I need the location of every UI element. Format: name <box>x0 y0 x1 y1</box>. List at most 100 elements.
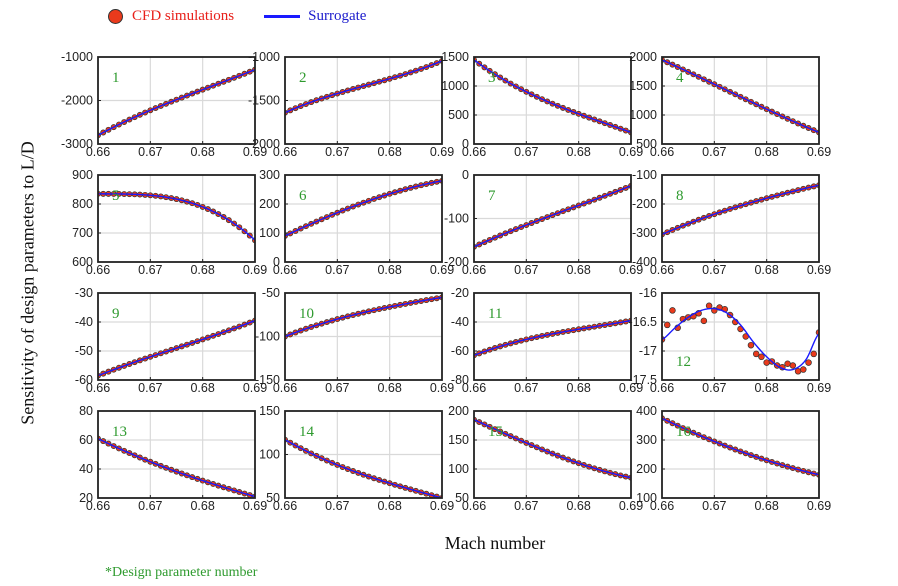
panel-frame <box>284 56 443 145</box>
cfd-point <box>789 362 797 369</box>
y-tick-label: 700 <box>72 226 93 240</box>
y-tick-label: 1000 <box>441 79 469 93</box>
y-tick-label: -16 <box>639 286 657 300</box>
panel-background <box>98 411 255 498</box>
y-tick-label: 1000 <box>629 108 657 122</box>
x-tick-label: 0.66 <box>86 145 110 159</box>
y-tick-label: 400 <box>636 404 657 418</box>
panel-number: 16 <box>676 424 692 440</box>
y-tick-label: 0 <box>462 168 469 182</box>
x-tick-label: 0.67 <box>325 499 349 513</box>
panel-frame <box>661 174 820 263</box>
x-tick-label: 0.67 <box>514 381 538 395</box>
panel-3: 0.66 0.67 0.68 0.69 0 500 1000 1500 3 <box>441 50 643 159</box>
y-tick-label: -2000 <box>248 137 280 151</box>
x-tick-label: 0.69 <box>619 499 643 513</box>
y-tick-label: 100 <box>259 448 280 462</box>
y-tick-label: 0 <box>462 137 469 151</box>
y-tick-label: 100 <box>636 491 657 505</box>
y-tick-label: 150 <box>259 404 280 418</box>
x-tick-label: 0.67 <box>138 263 162 277</box>
x-tick-label: 0.68 <box>190 381 214 395</box>
x-tick-label: 0.66 <box>86 499 110 513</box>
y-tick-label: 2000 <box>629 50 657 64</box>
y-tick-label: 60 <box>79 433 93 447</box>
legend: CFD simulations Surrogate <box>108 4 396 28</box>
cfd-point <box>810 350 818 358</box>
y-tick-label: 1500 <box>441 50 469 64</box>
panel-number: 5 <box>112 188 120 204</box>
panel-8: 0.66 0.67 0.68 0.69 -400 -300 -200 -100 8 <box>632 168 831 277</box>
x-tick-label: 0.66 <box>86 381 110 395</box>
x-tick-label: 0.66 <box>650 145 674 159</box>
x-tick-label: 0.66 <box>273 499 297 513</box>
x-tick-label: 0.66 <box>273 263 297 277</box>
panel-number: 9 <box>112 306 120 322</box>
surrogate-line-icon <box>264 14 301 18</box>
y-tick-label: 80 <box>79 404 93 418</box>
y-tick-label: -100 <box>444 212 469 226</box>
panel-number: 2 <box>299 70 307 86</box>
x-tick-label: 0.69 <box>430 263 454 277</box>
panel-5: 0.66 0.67 0.68 0.69 600 700 800 900 5 <box>72 168 267 277</box>
x-tick-label: 0.69 <box>243 499 267 513</box>
panel-number: 3 <box>488 70 496 86</box>
y-tick-label: 100 <box>259 226 280 240</box>
x-tick-label: 0.69 <box>430 499 454 513</box>
x-tick-label: 0.67 <box>702 381 726 395</box>
y-tick-label: 200 <box>448 404 469 418</box>
panel-background <box>662 411 819 498</box>
panel-frame <box>661 410 820 499</box>
x-axis-label: Mach number <box>444 533 546 553</box>
legend-label-surrogate: Surrogate <box>308 7 367 24</box>
y-tick-label: -100 <box>255 330 280 344</box>
surrogate-line <box>662 417 819 476</box>
y-tick-label: -400 <box>632 255 657 269</box>
panel-12: 0.66 0.67 0.68 0.69 -17.5 -17 -16.5 -16 12 <box>629 286 832 395</box>
x-tick-label: 0.69 <box>807 263 831 277</box>
panel-data <box>285 294 442 340</box>
panel-number: 15 <box>488 424 503 440</box>
x-tick-label: 0.68 <box>754 145 778 159</box>
panel-number: 11 <box>488 306 502 322</box>
panel-frame <box>473 56 632 145</box>
y-tick-label: -1000 <box>61 50 93 64</box>
x-tick-label: 0.67 <box>138 381 162 395</box>
x-tick-label: 0.68 <box>754 381 778 395</box>
x-tick-label: 0.66 <box>462 381 486 395</box>
panel-frame <box>97 56 256 145</box>
y-tick-label: -100 <box>632 168 657 182</box>
y-tick-label: -3000 <box>61 137 93 151</box>
panel-number: 14 <box>299 424 315 440</box>
y-tick-label: -200 <box>632 197 657 211</box>
y-tick-label: -300 <box>632 226 657 240</box>
cfd-point <box>752 350 760 358</box>
footnote: *Design parameter number <box>105 565 258 580</box>
panel-10: 0.66 0.67 0.68 0.69 -150 -100 -50 10 <box>255 286 454 395</box>
x-tick-label: 0.67 <box>514 145 538 159</box>
x-tick-label: 0.69 <box>619 381 643 395</box>
y-tick-label: 1500 <box>629 79 657 93</box>
panel-frame <box>284 410 443 499</box>
x-tick-label: 0.69 <box>243 381 267 395</box>
x-tick-label: 0.67 <box>325 381 349 395</box>
y-tick-label: 40 <box>79 462 93 476</box>
y-tick-label: 200 <box>259 197 280 211</box>
panel-data <box>98 190 255 244</box>
y-tick-label: 600 <box>72 255 93 269</box>
panel-data <box>98 317 255 379</box>
y-tick-label: -17 <box>639 344 657 358</box>
y-tick-label: -150 <box>255 373 280 387</box>
panel-9: 0.66 0.67 0.68 0.69 -60 -50 -40 -30 9 <box>75 286 267 395</box>
panel-data <box>662 57 819 136</box>
y-tick-label: 300 <box>259 168 280 182</box>
x-tick-label: 0.66 <box>650 381 674 395</box>
x-tick-label: 0.68 <box>377 499 401 513</box>
x-tick-label: 0.68 <box>377 263 401 277</box>
x-tick-label: 0.66 <box>86 263 110 277</box>
x-tick-label: 0.66 <box>650 263 674 277</box>
panel-frame <box>473 292 632 381</box>
panel-data <box>474 182 631 250</box>
panel-4: 0.66 0.67 0.68 0.69 500 1000 1500 2000 4 <box>629 50 831 159</box>
